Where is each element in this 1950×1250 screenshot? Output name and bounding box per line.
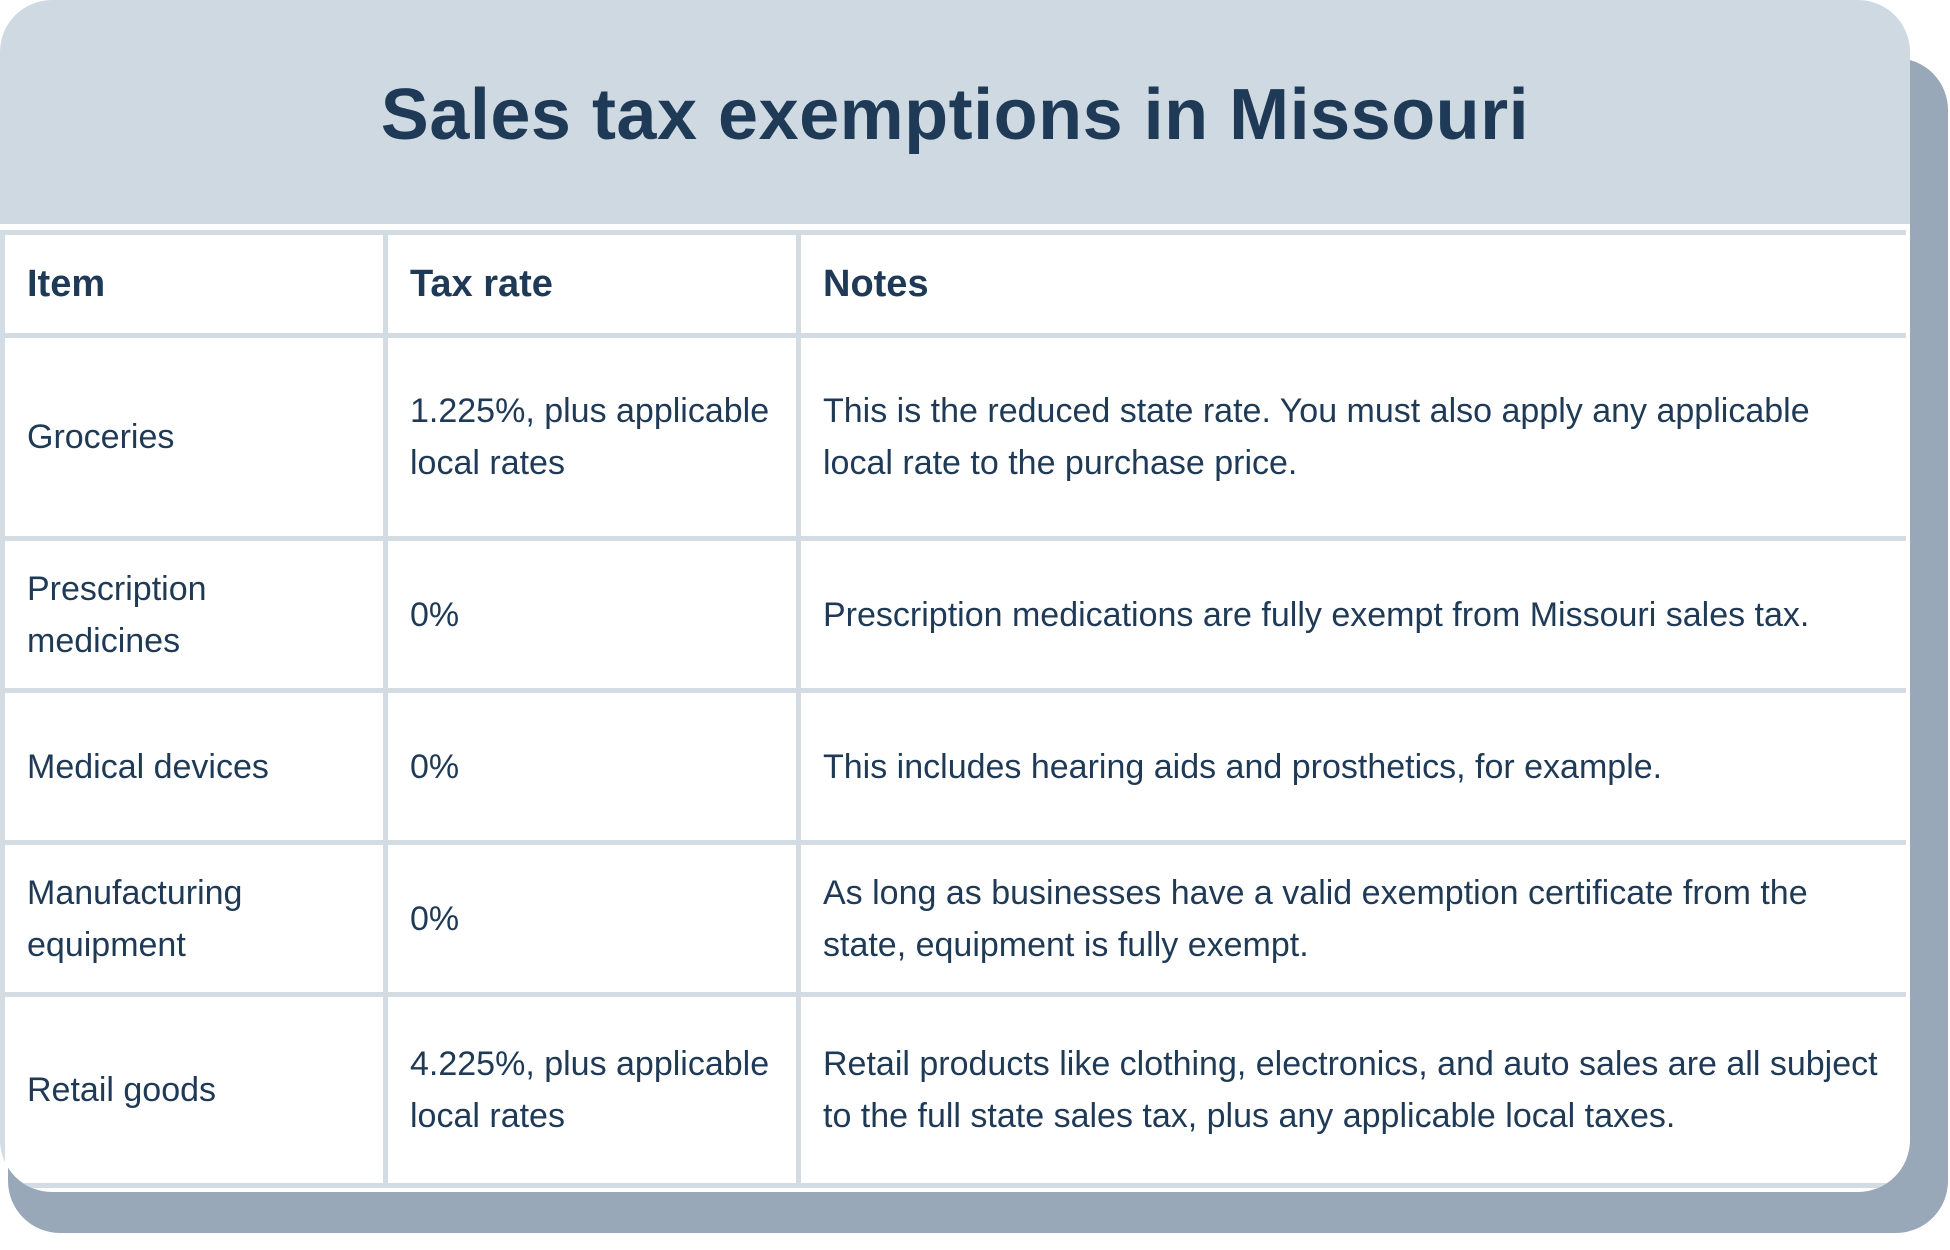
table-row: Medical devices 0% This includes hearing… [0,688,1906,845]
table-header-row: Item Tax rate Notes [0,230,1906,338]
exemptions-table-wrapper: Item Tax rate Notes Groceries 1.225%, pl… [0,230,1906,1188]
cell-tax-rate: 0% [383,688,801,845]
table-row: Retail goods 4.225%, plus applicable loc… [0,992,1906,1188]
cell-item: Prescription medicines [0,536,388,693]
table-row: Groceries 1.225%, plus applicable local … [0,333,1906,541]
cell-item: Groceries [0,333,388,541]
cell-tax-rate: 0% [383,536,801,693]
column-header-notes: Notes [796,230,1906,338]
cell-notes: This is the reduced state rate. You must… [796,333,1906,541]
table-row: Prescription medicines 0% Prescription m… [0,536,1906,693]
cell-tax-rate: 0% [383,840,801,997]
cell-item: Manufacturing equipment [0,840,388,997]
cell-item: Retail goods [0,992,388,1188]
column-header-item: Item [0,230,388,338]
cell-notes: This includes hearing aids and prostheti… [796,688,1906,845]
card-header: Sales tax exemptions in Missouri [0,0,1910,224]
exemptions-table: Item Tax rate Notes Groceries 1.225%, pl… [0,230,1906,1188]
cell-notes: Prescription medications are fully exemp… [796,536,1906,693]
exemptions-card: Sales tax exemptions in Missouri Item Ta… [0,0,1910,1188]
table-row: Manufacturing equipment 0% As long as bu… [0,840,1906,997]
page-title: Sales tax exemptions in Missouri [380,75,1530,155]
column-header-tax-rate: Tax rate [383,230,801,338]
cell-notes: Retail products like clothing, electroni… [796,992,1906,1188]
cell-notes: As long as businesses have a valid exemp… [796,840,1906,997]
cell-tax-rate: 1.225%, plus applicable local rates [383,333,801,541]
cell-tax-rate: 4.225%, plus applicable local rates [383,992,801,1188]
cell-item: Medical devices [0,688,388,845]
